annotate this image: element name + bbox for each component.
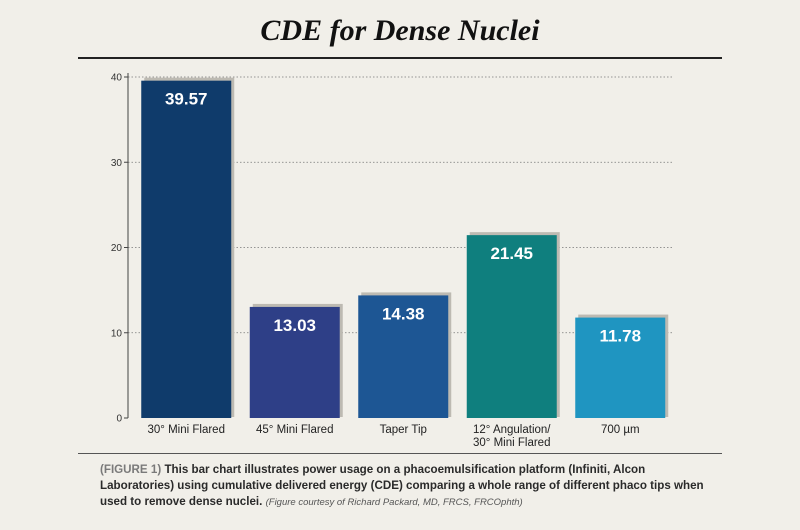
x-axis-labels: 30° Mini Flared 45° Mini Flared Taper Tip 1… [148, 424, 640, 449]
bar [249, 306, 340, 418]
bar-value-label: 21.45 [490, 244, 533, 263]
bar-value-label: 14.38 [382, 304, 425, 323]
x-tick-label: 700 µm [601, 424, 640, 436]
y-tick-label: 30 [111, 158, 123, 169]
bar [575, 317, 666, 418]
y-tick-label: 0 [116, 414, 122, 425]
caption-tag: (FIGURE 1) [100, 463, 162, 476]
y-tick-label: 40 [111, 73, 123, 84]
x-tick-label: 45° Mini Flared [256, 424, 333, 436]
bar [141, 80, 232, 419]
chart-title: CDE for Dense Nuclei [260, 14, 540, 47]
bar [358, 295, 449, 418]
x-tick-label: 30° Mini Flared [148, 424, 225, 436]
caption-text: This bar chart illustrates power usage o… [100, 463, 704, 508]
caption-divider [78, 453, 722, 454]
bar-value-label: 11.78 [599, 327, 641, 346]
x-tick-label: 30° Mini Flared [473, 437, 550, 449]
bars: 39.57 13.03 14.38 21.45 11.78 [141, 77, 669, 419]
caption-credit: (Figure courtesy of Richard Packard, MD,… [265, 497, 523, 508]
bar-value-label: 13.03 [273, 316, 316, 335]
bar-value-label: 39.57 [165, 90, 208, 109]
y-axis: 0 10 20 30 40 [111, 73, 129, 425]
x-tick-label: 12° Angulation/ [473, 424, 551, 436]
title-divider [78, 57, 722, 59]
y-tick-label: 10 [111, 328, 123, 339]
figure-caption: (FIGURE 1) This bar chart illustrates po… [100, 462, 710, 511]
y-tick-label: 20 [111, 243, 123, 254]
x-tick-label: Taper Tip [380, 424, 427, 436]
bar [466, 235, 557, 418]
